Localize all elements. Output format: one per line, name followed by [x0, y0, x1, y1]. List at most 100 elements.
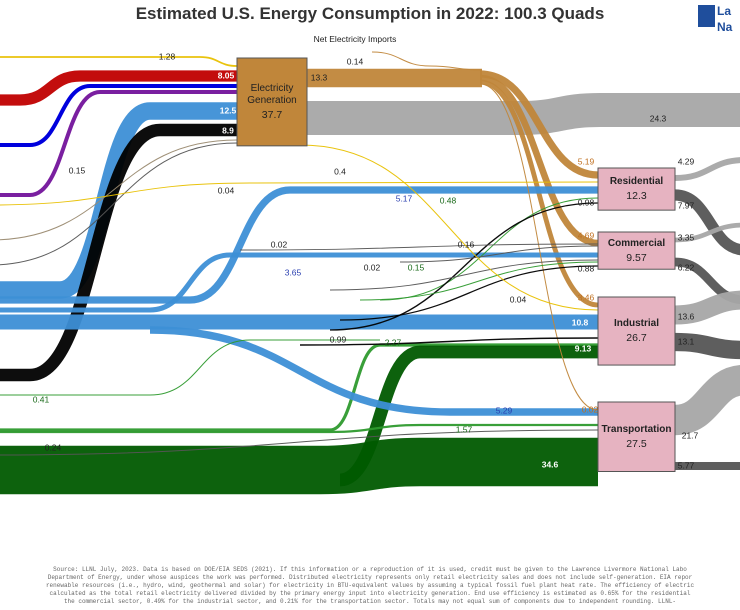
flow-label: 0.4 — [334, 166, 346, 176]
flow — [0, 102, 237, 299]
flow — [359, 261, 599, 301]
node-value: 27.5 — [626, 437, 647, 450]
flow-label: 9.13 — [575, 343, 592, 353]
flow-label: 0.14 — [347, 56, 364, 66]
flow — [674, 290, 740, 325]
flow-label: 2.27 — [385, 337, 402, 347]
flow-label: 13.6 — [678, 311, 695, 321]
flow-label: 13.1 — [678, 336, 695, 346]
flow-label: 0.88 — [578, 263, 595, 273]
flow-label: 5.77 — [678, 460, 695, 470]
footnote: Source: LLNL July, 2023. Data is based o… — [53, 566, 687, 573]
flow-label: 4.29 — [678, 156, 695, 166]
flow-label: 21.7 — [682, 430, 699, 440]
footnote: renewable resources (i.e., hydro, wind, … — [45, 582, 695, 589]
flow-label: 1.57 — [456, 424, 473, 434]
node-box — [597, 296, 676, 366]
flow-line — [0, 83, 237, 147]
node-value: 37.7 — [261, 108, 283, 121]
flow-label: 0.24 — [45, 442, 62, 452]
node-value: 12.3 — [626, 190, 647, 203]
flow-label: 5.19 — [578, 156, 595, 166]
flow-label: 1.28 — [159, 51, 176, 61]
flow — [674, 189, 740, 255]
node-label-group: Transportation 27.5 — [598, 402, 675, 472]
flow-label: 0.02 — [582, 404, 599, 414]
flow-label: 0.04 — [510, 294, 527, 304]
flow-label: 0.16 — [458, 239, 475, 249]
flow — [0, 429, 599, 456]
flow-label: 0.48 — [440, 195, 457, 205]
flow — [0, 123, 237, 382]
node-label: Industrial — [613, 318, 659, 330]
flow-label: 0.15 — [408, 262, 425, 272]
flow-line — [0, 89, 237, 197]
node-value: 26.7 — [626, 332, 647, 345]
footnote: the commercial sector, 0.49% for the ind… — [63, 598, 677, 605]
flow-label: 3.46 — [578, 292, 595, 302]
footnote: Department of Energy, under whose auspic… — [47, 574, 693, 581]
flow — [673, 365, 740, 436]
flow-label: 7.97 — [678, 200, 695, 210]
node-label: Transportation — [601, 423, 672, 435]
flow — [0, 70, 237, 106]
flow-label: 34.6 — [542, 459, 559, 469]
imports-label: Net Electricity Imports — [313, 34, 397, 44]
flow — [399, 245, 599, 263]
node-label-group: Commercial 9.57 — [598, 232, 675, 269]
flow — [0, 181, 599, 206]
flow — [339, 265, 599, 321]
flow-label: 5.29 — [496, 405, 513, 415]
node-box — [597, 401, 676, 472]
flow-label: 12.5 — [220, 105, 237, 115]
flow — [379, 197, 599, 301]
node-label: Residential — [609, 176, 664, 188]
flow-label: 8.9 — [222, 125, 234, 135]
flow — [674, 157, 740, 182]
flow-label: 0.02 — [364, 262, 381, 272]
node-box — [236, 57, 308, 147]
logo: La Na — [698, 3, 740, 35]
node-label: Electricity Generation — [247, 82, 297, 106]
flow — [371, 51, 483, 71]
flow — [0, 423, 598, 434]
flow-label: 6.22 — [678, 262, 695, 272]
node-value: 9.57 — [626, 251, 647, 264]
flow — [329, 202, 599, 331]
node-label-group: Industrial 26.7 — [598, 297, 675, 365]
flow — [674, 222, 740, 243]
flow-label: 0.99 — [330, 334, 347, 344]
flow-label: 3.65 — [285, 267, 302, 277]
flow — [479, 74, 599, 247]
logo-mark — [698, 5, 715, 27]
flow-label: 4.69 — [578, 230, 595, 240]
flow — [0, 437, 598, 495]
node-label-group: Residential 12.3 — [598, 168, 675, 210]
flow — [329, 259, 599, 291]
flow-label: 13.3 — [311, 72, 328, 82]
flow-label: 0.04 — [218, 185, 235, 195]
node-box — [597, 167, 676, 211]
flow — [149, 326, 598, 416]
flow — [0, 339, 380, 396]
flow — [479, 83, 599, 411]
flow-label: 0.41 — [33, 394, 50, 404]
flow-label: 0.15 — [69, 165, 86, 175]
flow-label: 8.05 — [218, 70, 235, 80]
flow-label: 3.35 — [678, 232, 695, 242]
flow — [0, 343, 598, 432]
node-label-group: Electricity Generation 37.7 — [237, 58, 307, 146]
flow — [479, 70, 599, 179]
logo-text: Na — [717, 20, 733, 34]
flow — [0, 56, 238, 67]
flow-label: 0.02 — [271, 239, 288, 249]
node-label: Commercial — [607, 237, 666, 249]
flow-label: 24.3 — [650, 113, 667, 123]
flow-label: 10.8 — [572, 317, 589, 327]
node-box — [597, 231, 676, 270]
flow — [0, 139, 238, 241]
flow-label: 5.17 — [396, 193, 413, 203]
flow-label: 0.98 — [578, 197, 595, 207]
footnote: calculated as the total retail electrici… — [49, 590, 691, 597]
